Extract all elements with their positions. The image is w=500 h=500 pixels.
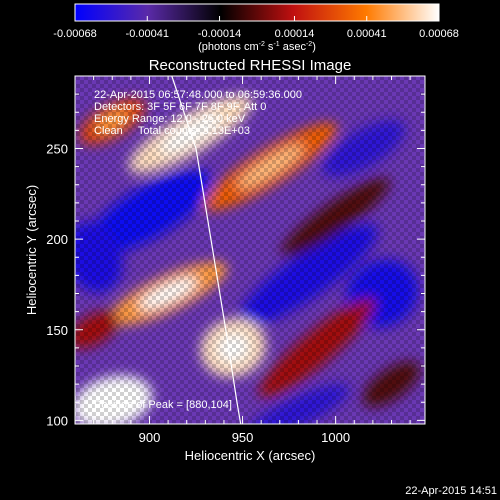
colorbar <box>74 3 440 22</box>
annotation-time: 22-Apr-2015 06:57:48.000 to 06:59:36.000 <box>94 89 302 101</box>
x-tick-label: 1000 <box>321 430 350 445</box>
peak-position-label: Position of Peak = [880,104] <box>94 399 232 411</box>
plot-frame <box>74 75 426 425</box>
colorbar-tick-label: -0.00068 <box>53 28 96 40</box>
colorbar-tick-label: 0.00068 <box>419 28 459 40</box>
y-tick-label: 200 <box>46 232 68 247</box>
colorbar-ticks: -0.00068 -0.00041 -0.00014 0.00014 0.00041 0.… <box>53 16 459 40</box>
colorbar-tick-label: 0.00014 <box>275 28 315 40</box>
solar-limb-curve <box>171 76 242 424</box>
colorbar-tick-label: -0.00014 <box>198 28 241 40</box>
x-tick-label: 950 <box>232 430 254 445</box>
annotation-clean: Clean Total counts: 3.13E+03 <box>94 125 250 137</box>
y-tick-label: 150 <box>46 323 68 338</box>
annotations: 22-Apr-2015 06:57:48.000 to 06:59:36.000… <box>94 89 302 411</box>
y-tick-label: 250 <box>46 142 68 157</box>
annotation-energy: Energy Range: 12.0 - 25.0 keV <box>94 113 246 125</box>
axis-ticks: 900 950 1000 100 150 200 250 <box>46 75 425 445</box>
x-tick-label: 900 <box>139 430 161 445</box>
y-axis-label: Heliocentric Y (arcsec) <box>24 185 39 315</box>
colorbar-tick-label: -0.00041 <box>126 28 169 40</box>
x-axis-label: Heliocentric X (arcsec) <box>185 448 316 463</box>
pixel-grain <box>75 76 425 424</box>
colorbar-tick-label: 0.00041 <box>347 28 387 40</box>
footer-timestamp: 22-Apr-2015 14:51 <box>405 485 497 497</box>
y-tick-label: 100 <box>46 413 68 428</box>
annotation-detectors: Detectors: 3F 5F 6F 7F 8F 9F, Att 0 <box>94 101 266 113</box>
colorbar-unit-label: (photons cm-2 s-1 asec-2) <box>198 41 316 53</box>
image-area <box>75 76 425 424</box>
chart-title: Reconstructed RHESSI Image <box>149 57 352 74</box>
